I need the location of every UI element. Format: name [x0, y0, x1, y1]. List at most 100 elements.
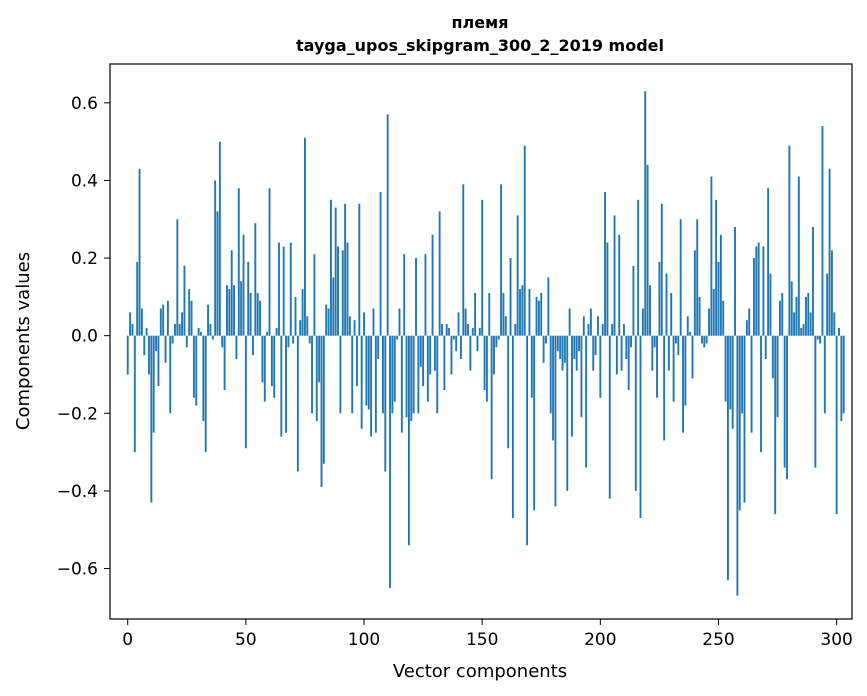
bar-263	[748, 308, 751, 336]
bar-102	[367, 335, 370, 410]
bar-226	[660, 203, 663, 336]
bar-200	[599, 335, 602, 398]
bar-122	[415, 258, 417, 336]
bar-41	[223, 335, 226, 391]
bar-207	[615, 335, 618, 375]
bar-137	[450, 335, 453, 375]
bar-110	[386, 114, 389, 336]
bar-301	[838, 327, 840, 336]
x-axis-label: Vector components	[393, 661, 567, 682]
bar-68	[287, 335, 290, 348]
bar-174	[537, 300, 540, 336]
bar-131	[436, 335, 439, 414]
bar-288	[807, 292, 810, 336]
chart-title: племя	[452, 13, 509, 32]
x-tick-label: 300	[820, 630, 852, 650]
bar-300	[835, 335, 838, 515]
bar-172	[533, 335, 536, 511]
bar-184	[561, 335, 564, 371]
bar-179	[549, 335, 552, 414]
bar-284	[797, 176, 800, 336]
bar-242	[698, 296, 701, 336]
bar-206	[613, 215, 616, 336]
bar-60	[268, 188, 271, 336]
bar-30	[197, 327, 200, 336]
bar-43	[228, 289, 231, 336]
bar-111	[389, 335, 391, 588]
bar-31	[200, 331, 202, 336]
bar-194	[585, 335, 588, 468]
bar-53	[252, 335, 254, 356]
y-tick-label: 0.2	[71, 249, 98, 269]
bars-group	[126, 91, 845, 596]
x-tick-label: 0	[122, 630, 133, 650]
bar-168	[523, 145, 526, 336]
bar-151	[483, 335, 486, 391]
bar-233	[677, 335, 680, 356]
bar-85	[327, 308, 330, 336]
bar-202	[604, 192, 607, 336]
bar-234	[679, 219, 682, 336]
bar-256	[731, 335, 734, 429]
bar-171	[530, 335, 533, 398]
bar-80	[315, 335, 318, 422]
bar-106	[377, 335, 380, 359]
bar-278	[783, 335, 786, 468]
bar-119	[407, 335, 410, 546]
bar-27	[190, 300, 193, 336]
bar-277	[781, 292, 784, 336]
bar-157	[497, 335, 500, 340]
x-tick-label: 200	[584, 630, 616, 650]
bar-133	[441, 324, 443, 336]
bar-223	[653, 335, 656, 348]
bar-17	[166, 300, 169, 336]
bar-205	[611, 324, 614, 336]
bar-170	[528, 289, 531, 336]
bar-173	[535, 296, 538, 336]
bar-13	[157, 335, 160, 387]
y-tick-label: 0.0	[71, 327, 98, 347]
bar-36	[211, 335, 214, 340]
bar-217	[639, 335, 642, 519]
bar-112	[391, 335, 394, 414]
bar-252	[722, 300, 725, 336]
bar-108	[381, 335, 384, 414]
bar-20	[174, 324, 176, 336]
chart-subtitle: tayga_upos_skipgram_300_2_2019 model	[296, 36, 664, 55]
bar-79	[313, 254, 316, 336]
bar-44	[230, 250, 233, 336]
bar-182	[556, 335, 559, 352]
bar-88	[334, 207, 337, 336]
bar-89	[337, 246, 339, 336]
bar-14	[159, 308, 162, 336]
bar-295	[823, 335, 826, 414]
bar-176	[542, 335, 545, 363]
bar-268	[760, 335, 762, 453]
bar-0	[126, 335, 129, 375]
bar-118	[405, 335, 408, 418]
bar-59	[266, 331, 269, 336]
bar-222	[651, 335, 654, 371]
bar-221	[649, 285, 651, 336]
bar-213	[630, 335, 632, 348]
bar-29	[195, 335, 198, 406]
bar-261	[743, 335, 746, 503]
bar-8	[145, 327, 148, 336]
bar-245	[705, 335, 708, 344]
bar-215	[634, 335, 637, 491]
bar-238	[689, 331, 692, 336]
bar-100	[363, 312, 365, 336]
bar-191	[578, 335, 581, 352]
bar-243	[701, 335, 703, 344]
bar-272	[769, 273, 772, 336]
bar-290	[812, 227, 814, 336]
bar-28	[192, 335, 195, 398]
bar-159	[502, 292, 505, 336]
bar-67	[285, 335, 287, 433]
bar-227	[663, 335, 666, 441]
x-axis-ticks: 0 50 100 150 200 250 300	[122, 619, 853, 650]
bar-135	[445, 324, 448, 336]
bar-48	[240, 281, 243, 336]
bar-275	[776, 335, 779, 418]
bar-248	[712, 289, 715, 336]
